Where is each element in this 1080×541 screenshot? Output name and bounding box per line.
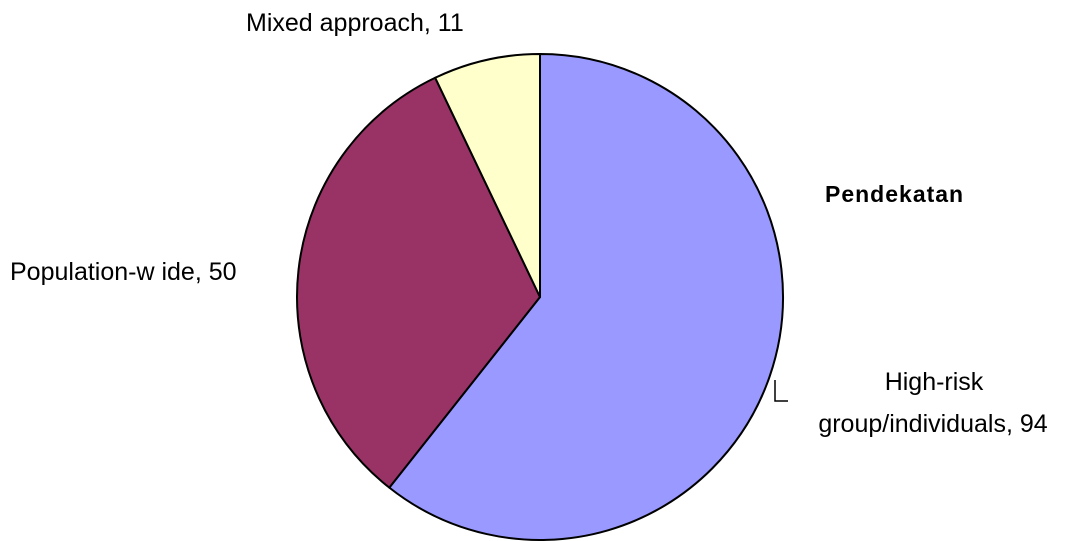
pie-slice-population-w-ide: [296, 76, 541, 489]
pie-slices: [296, 53, 784, 541]
pie-slice-high-risk-group-individuals: [388, 53, 784, 541]
leader-line-high-risk: [774, 380, 788, 402]
label-high-risk-line1: High-risk: [885, 368, 984, 396]
legend-title: Pendekatan: [825, 181, 964, 207]
label-population-wide: Population-w ide, 50: [10, 258, 237, 286]
label-high-risk-line2: group/individuals, 94: [818, 410, 1047, 438]
label-mixed-approach: Mixed approach, 11: [246, 9, 464, 37]
pie-slice-mixed-approach: [434, 53, 541, 298]
